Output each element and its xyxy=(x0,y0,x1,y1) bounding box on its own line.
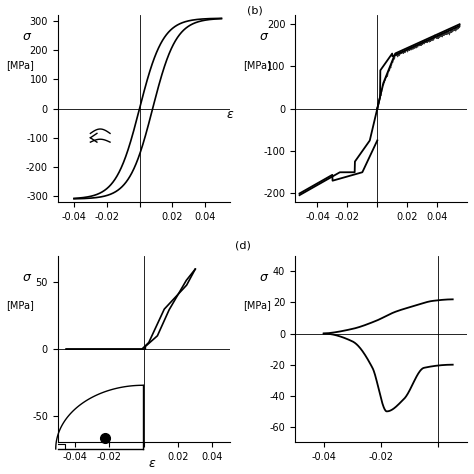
Text: (b): (b) xyxy=(247,6,263,16)
Text: $\sigma$: $\sigma$ xyxy=(259,271,269,284)
Text: $\sigma$: $\sigma$ xyxy=(21,271,32,284)
Text: [MPa]: [MPa] xyxy=(6,60,34,70)
Text: $\varepsilon$: $\varepsilon$ xyxy=(226,108,235,121)
Text: [MPa]: [MPa] xyxy=(243,60,271,70)
Text: $\sigma$: $\sigma$ xyxy=(21,30,32,43)
Text: (d): (d) xyxy=(235,241,251,251)
Text: $\varepsilon$: $\varepsilon$ xyxy=(148,457,156,470)
Text: [MPa]: [MPa] xyxy=(243,301,271,310)
Text: [MPa]: [MPa] xyxy=(6,301,34,310)
Text: $\sigma$: $\sigma$ xyxy=(259,30,269,43)
